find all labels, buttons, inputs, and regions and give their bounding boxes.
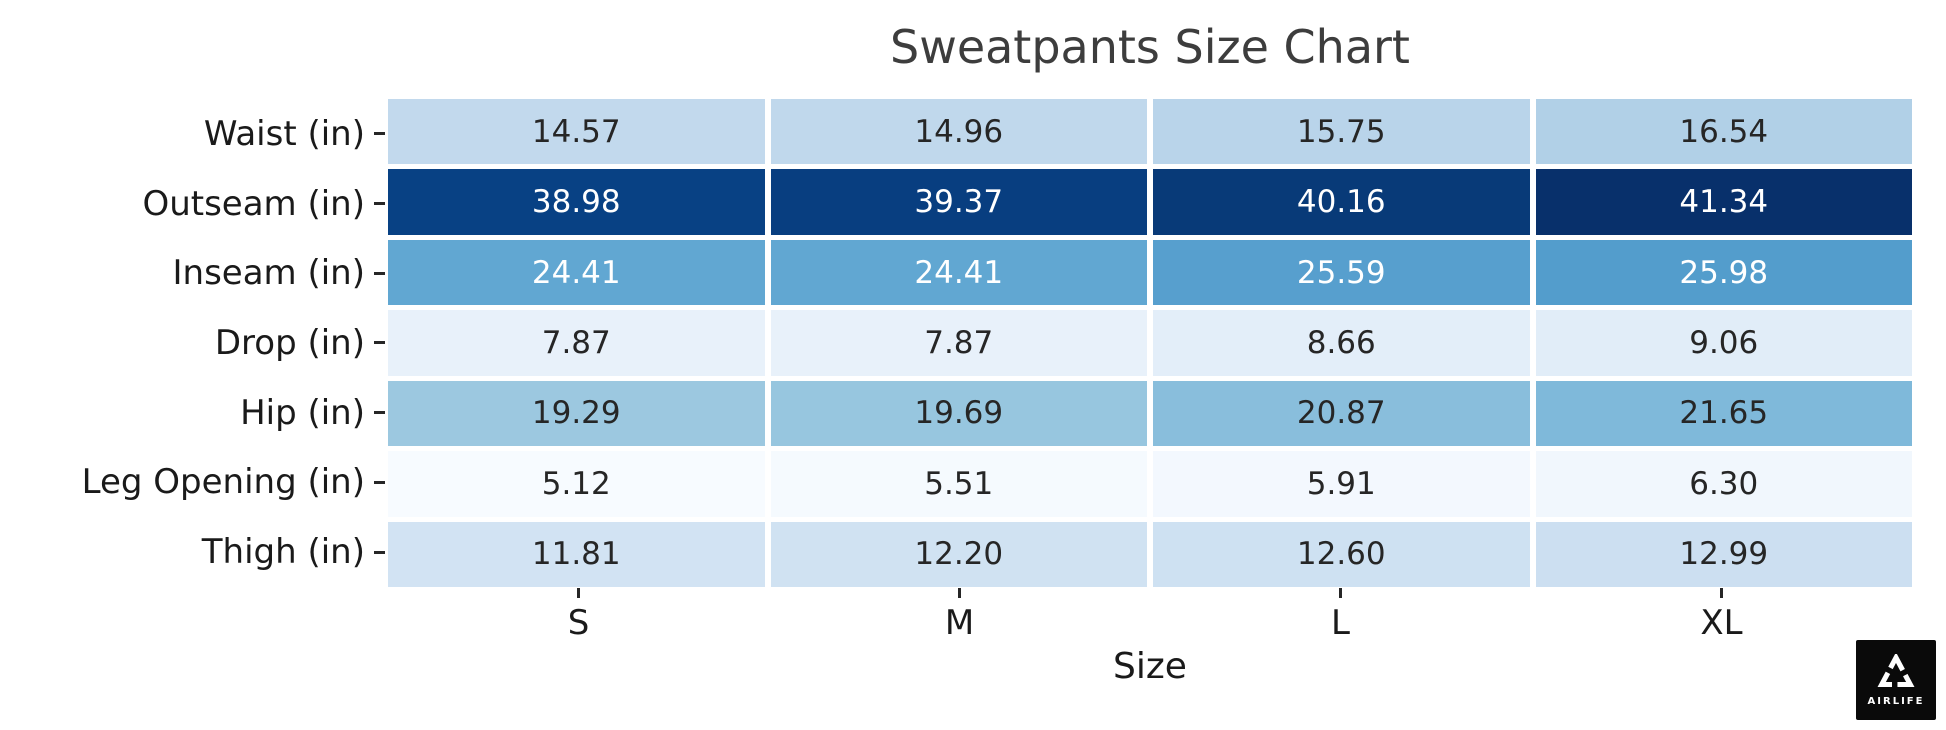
row-label-text: Hip (in) <box>240 392 365 433</box>
heatmap-cell-L-row4: 20.87 <box>1153 380 1530 447</box>
heatmap-grid: 14.57 14.96 15.75 16.54 38.98 39.37 40.16 41.34… <box>388 99 1912 587</box>
row-label: Thigh (in) <box>0 517 385 587</box>
heatmap-cell-L-row0: 15.75 <box>1153 99 1530 165</box>
brand-logo-text: AIRLIFE <box>1867 695 1925 707</box>
x-tick: M <box>769 588 1150 643</box>
y-tick-mark <box>374 480 385 484</box>
row-label: Hip (in) <box>0 378 385 448</box>
heatmap-cell-S-row1: 38.98 <box>388 169 765 235</box>
row-label: Leg Opening (in) <box>0 448 385 518</box>
x-tick-label: M <box>944 603 975 643</box>
heatmap-cell-M-row1: 39.37 <box>770 169 1147 235</box>
x-tick: XL <box>1531 588 1912 643</box>
x-tick-mark <box>577 588 580 598</box>
heatmap-cell-XL-row3: 9.06 <box>1535 310 1912 376</box>
y-tick-mark <box>374 411 385 415</box>
x-tick-label: XL <box>1700 603 1743 643</box>
heatmap-cell-XL-row2: 25.98 <box>1535 239 1912 306</box>
x-tick-mark <box>958 588 961 598</box>
x-tick: L <box>1150 588 1531 643</box>
row-label: Outseam (in) <box>0 169 385 239</box>
heatmap-cell-L-row5: 5.91 <box>1153 451 1530 517</box>
heatmap-cell-M-row3: 7.87 <box>770 310 1147 376</box>
heatmap-cell-S-row5: 5.12 <box>388 451 765 517</box>
x-axis-title: Size <box>1113 646 1187 687</box>
heatmap-cell-M-row5: 5.51 <box>770 451 1147 517</box>
x-tick-mark <box>1339 588 1342 598</box>
row-label: Drop (in) <box>0 308 385 378</box>
heatmap-cell-L-row2: 25.59 <box>1153 239 1530 306</box>
heatmap-cell-S-row2: 24.41 <box>388 239 765 306</box>
row-label: Inseam (in) <box>0 238 385 308</box>
heatmap-cell-XL-row4: 21.65 <box>1535 380 1912 447</box>
heatmap-cell-XL-row5: 6.30 <box>1535 451 1912 517</box>
y-tick-mark <box>374 202 385 206</box>
row-label-text: Inseam (in) <box>172 253 366 294</box>
heatmap-cell-XL-row6: 12.99 <box>1535 521 1912 587</box>
heatmap-cell-S-row6: 11.81 <box>388 521 765 587</box>
x-axis-ticks: S M L XL <box>388 588 1912 643</box>
heatmap-cell-XL-row1: 41.34 <box>1535 169 1912 235</box>
y-tick-mark <box>374 271 385 275</box>
heatmap-cell-M-row4: 19.69 <box>770 380 1147 447</box>
y-tick-mark <box>374 550 385 554</box>
heatmap-cell-M-row0: 14.96 <box>770 99 1147 165</box>
heatmap-cell-L-row3: 8.66 <box>1153 310 1530 376</box>
triangle-logo-icon <box>1875 653 1917 697</box>
x-tick-mark <box>1720 588 1723 598</box>
heatmap-cell-L-row6: 12.60 <box>1153 521 1530 587</box>
y-tick-mark <box>374 132 385 136</box>
chart-title: Sweatpants Size Chart <box>890 20 1410 74</box>
row-label-text: Thigh (in) <box>201 532 365 573</box>
heatmap-cell-S-row3: 7.87 <box>388 310 765 376</box>
row-label-text: Outseam (in) <box>142 183 365 224</box>
heatmap-cell-S-row0: 14.57 <box>388 99 765 165</box>
row-label-text: Drop (in) <box>214 322 365 363</box>
row-label-text: Leg Opening (in) <box>81 462 365 503</box>
heatmap-cell-XL-row0: 16.54 <box>1535 99 1912 165</box>
heatmap-cell-M-row6: 12.20 <box>770 521 1147 587</box>
heatmap-cell-S-row4: 19.29 <box>388 380 765 447</box>
y-tick-mark <box>374 341 385 345</box>
heatmap-cell-M-row2: 24.41 <box>770 239 1147 306</box>
row-label-text: Waist (in) <box>203 113 365 154</box>
x-tick-label: L <box>1331 603 1350 643</box>
row-label: Waist (in) <box>0 99 385 169</box>
brand-logo: AIRLIFE <box>1856 640 1936 720</box>
x-tick: S <box>388 588 769 643</box>
heatmap-cell-L-row1: 40.16 <box>1153 169 1530 235</box>
x-tick-label: S <box>567 603 590 643</box>
y-axis-labels: Waist (in) Outseam (in) Inseam (in) Drop (i… <box>0 99 385 587</box>
